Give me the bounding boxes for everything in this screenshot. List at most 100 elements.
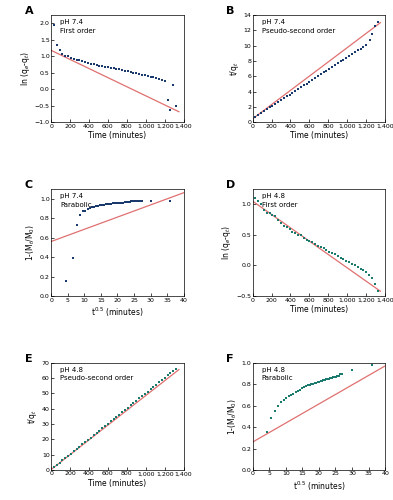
Point — [94, 429, 100, 437]
Point — [150, 383, 156, 391]
Point — [301, 234, 307, 242]
Point — [320, 68, 327, 76]
Point — [275, 98, 281, 106]
X-axis label: Time (minutes): Time (minutes) — [290, 306, 348, 314]
Point — [326, 248, 332, 256]
Point — [352, 48, 358, 56]
X-axis label: t$^{0.5}$ (minutes): t$^{0.5}$ (minutes) — [91, 306, 143, 318]
Point — [114, 200, 121, 207]
Point — [324, 375, 331, 383]
Point — [53, 461, 60, 469]
Point — [375, 18, 381, 26]
Point — [73, 56, 80, 64]
Point — [329, 63, 335, 71]
Point — [278, 398, 284, 406]
Point — [134, 196, 141, 204]
Point — [51, 463, 57, 471]
Point — [301, 384, 307, 392]
Point — [301, 82, 307, 90]
Point — [315, 242, 321, 250]
Point — [153, 74, 159, 82]
Text: D: D — [226, 180, 235, 190]
Point — [308, 380, 314, 388]
Text: pH 4.8
Parabolic: pH 4.8 Parabolic — [262, 367, 294, 382]
Point — [88, 60, 94, 68]
Point — [334, 372, 340, 380]
Point — [167, 196, 174, 204]
Point — [306, 78, 312, 86]
Point — [136, 70, 142, 78]
Point — [125, 198, 131, 205]
Point — [310, 380, 316, 388]
Text: E: E — [25, 354, 32, 364]
Point — [110, 200, 116, 207]
Point — [283, 92, 290, 100]
Point — [170, 367, 176, 375]
Point — [352, 262, 358, 270]
Point — [105, 420, 111, 428]
Point — [159, 376, 165, 384]
Point — [272, 407, 278, 415]
Text: A: A — [25, 6, 33, 16]
Point — [335, 60, 341, 68]
Point — [82, 208, 88, 216]
Point — [303, 236, 310, 244]
Point — [128, 196, 134, 204]
Point — [349, 260, 355, 268]
Point — [295, 85, 301, 93]
Point — [95, 202, 102, 210]
Point — [82, 58, 88, 66]
Point — [337, 370, 343, 378]
Point — [167, 369, 174, 377]
Point — [110, 64, 117, 72]
Point — [85, 436, 91, 444]
Point — [156, 378, 162, 386]
Point — [105, 200, 111, 208]
Point — [318, 243, 324, 251]
Point — [343, 54, 349, 62]
Point — [162, 78, 168, 86]
Point — [360, 42, 367, 50]
Point — [62, 454, 68, 462]
Point — [124, 198, 130, 205]
Point — [101, 202, 108, 209]
Point — [332, 250, 338, 258]
Point — [73, 445, 80, 453]
Point — [281, 94, 287, 102]
Point — [311, 379, 318, 387]
Text: pH 7.4
Pseudo-second order: pH 7.4 Pseudo-second order — [262, 20, 335, 34]
Point — [266, 210, 273, 218]
Point — [292, 87, 298, 95]
Point — [121, 198, 128, 205]
Point — [332, 372, 338, 380]
Text: pH 4.8
Pseudo-second order: pH 4.8 Pseudo-second order — [61, 367, 134, 382]
Point — [173, 102, 179, 110]
Point — [96, 62, 103, 70]
Point — [328, 374, 334, 382]
Point — [346, 258, 352, 266]
Point — [134, 196, 140, 204]
Point — [264, 428, 271, 436]
Point — [119, 66, 125, 74]
Point — [150, 74, 156, 82]
Y-axis label: ln (q$_e$-q$_t$): ln (q$_e$-q$_t$) — [19, 51, 32, 86]
Text: pH 4.8
First order: pH 4.8 First order — [262, 193, 298, 208]
Point — [71, 448, 77, 456]
Point — [57, 46, 63, 54]
Point — [303, 80, 310, 88]
Point — [122, 406, 128, 414]
Point — [281, 222, 287, 230]
Point — [159, 76, 165, 84]
Point — [103, 200, 110, 208]
Point — [264, 210, 270, 218]
Point — [283, 394, 290, 402]
Point — [323, 66, 330, 74]
Y-axis label: t/q$_t$: t/q$_t$ — [26, 409, 39, 424]
Point — [269, 211, 275, 219]
Point — [59, 50, 66, 58]
Point — [120, 198, 127, 206]
Point — [290, 390, 296, 398]
X-axis label: Time (minutes): Time (minutes) — [88, 479, 147, 488]
Point — [127, 198, 133, 205]
Point — [139, 196, 145, 204]
